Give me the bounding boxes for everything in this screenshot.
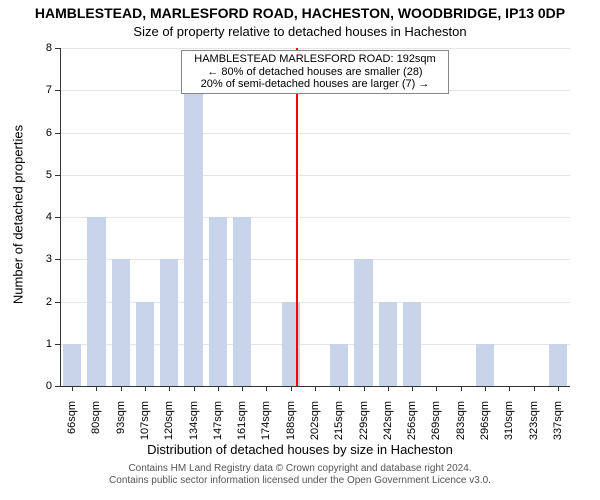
annotation-line: ← 80% of detached houses are smaller (28… [186, 66, 444, 79]
bar [354, 259, 372, 386]
x-axis-title: Distribution of detached houses by size … [0, 442, 600, 457]
y-tick-label: 7 [32, 84, 52, 96]
bar [87, 217, 105, 386]
bar [136, 302, 154, 387]
bar [209, 217, 227, 386]
gridline [60, 259, 570, 260]
gridline [60, 175, 570, 176]
y-tick-label: 2 [32, 296, 52, 308]
gridline [60, 133, 570, 134]
y-tick-label: 5 [32, 169, 52, 181]
y-tick-label: 6 [32, 127, 52, 139]
bar [63, 344, 81, 386]
reference-line [296, 48, 298, 386]
chart-container: { "title": "HAMBLESTEAD, MARLESFORD ROAD… [0, 0, 600, 500]
bar [403, 302, 421, 387]
y-axis-title: Number of detached properties [11, 65, 26, 365]
bar [379, 302, 397, 387]
bar [330, 344, 348, 386]
bar [184, 90, 202, 386]
bar [233, 217, 251, 386]
annotation-line: 20% of semi-detached houses are larger (… [186, 78, 444, 91]
y-tick-label: 1 [32, 338, 52, 350]
chart-subtitle: Size of property relative to detached ho… [0, 24, 600, 39]
gridline [60, 217, 570, 218]
attribution-footer: Contains HM Land Registry data © Crown c… [0, 463, 600, 487]
bar [549, 344, 567, 386]
footer-line: Contains HM Land Registry data © Crown c… [0, 463, 600, 475]
bar [112, 259, 130, 386]
bar [476, 344, 494, 386]
chart-title: HAMBLESTEAD, MARLESFORD ROAD, HACHESTON,… [0, 5, 600, 21]
plot-area: 01234567866sqm80sqm93sqm107sqm120sqm134s… [60, 48, 570, 386]
annotation-line: HAMBLESTEAD MARLESFORD ROAD: 192sqm [186, 53, 444, 66]
y-axis-line [60, 48, 61, 386]
gridline [60, 48, 570, 49]
footer-line: Contains public sector information licen… [0, 475, 600, 487]
annotation-box: HAMBLESTEAD MARLESFORD ROAD: 192sqm← 80%… [181, 50, 449, 94]
y-tick-label: 8 [32, 42, 52, 54]
y-tick-label: 3 [32, 253, 52, 265]
y-tick-label: 0 [32, 380, 52, 392]
y-tick-label: 4 [32, 211, 52, 223]
bar [160, 259, 178, 386]
x-axis-line [60, 386, 570, 387]
